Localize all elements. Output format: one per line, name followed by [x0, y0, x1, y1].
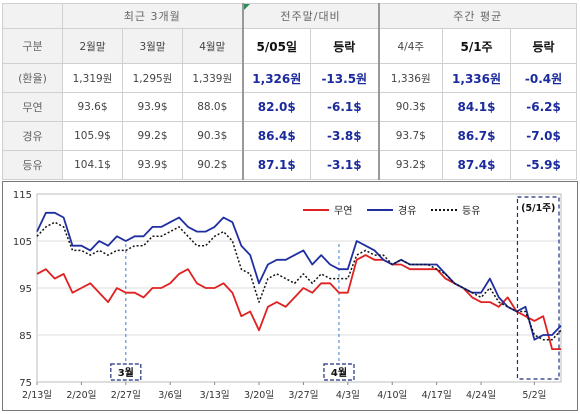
col-header-change: 등락	[310, 28, 380, 64]
table-cell: -5.9$	[510, 150, 578, 180]
table-cell: 82.0$	[241, 92, 312, 122]
table-cell: -13.5원	[310, 63, 380, 93]
price-trend-chart: 75 85 95 105 115 2/13일 2/20일 2/27일 3/6일 3/13일 3/20…	[2, 181, 578, 411]
header-weekly-avg: 주간 평균	[377, 3, 578, 29]
table-cell: 1,339원	[181, 63, 244, 93]
table-row: 등유 104.1$ 93.9$ 90.2$ 87.1$ -3.1$ 93.2$ …	[2, 150, 578, 180]
col-header-date: 5/05일	[241, 28, 312, 64]
table-cell: 86.4$	[241, 121, 312, 151]
table-cell: 105.9$	[62, 121, 123, 151]
table-cell: 1,326원	[241, 63, 312, 93]
y-tick-label: 75	[19, 378, 32, 389]
series-line-경유	[36, 211, 562, 341]
row-label: (환율)	[2, 63, 63, 93]
x-tick-label: 2/20일	[66, 390, 96, 401]
month-label-box	[323, 363, 355, 381]
table-cell: -6.1$	[310, 92, 380, 122]
x-tick-label: 3/27일	[288, 390, 318, 401]
row-label: 경유	[2, 121, 63, 151]
x-tick-label: 3/20일	[244, 390, 274, 401]
chart-svg: 75 85 95 105 115 2/13일 2/20일 2/27일 3/6일 3/13일 3/20…	[13, 190, 562, 401]
month-label: 4월	[331, 367, 347, 379]
x-tick-label: 2/13일	[22, 390, 52, 401]
x-tick-label: 4/10일	[377, 390, 407, 401]
table-cell: 84.1$	[442, 92, 512, 122]
col-header-mar: 3월말	[122, 28, 183, 64]
table-cell: 87.1$	[241, 150, 312, 180]
x-tick-label: 4/17일	[422, 390, 452, 401]
table-cell: 93.7$	[377, 121, 444, 151]
series-line-등유	[36, 221, 562, 341]
col-header-prev-week: 4/4주	[377, 28, 444, 64]
col-header-this-week: 5/1주	[442, 28, 512, 64]
table-cell: 90.3$	[181, 121, 244, 151]
col-header-apr: 4월말	[181, 28, 244, 64]
row-label: 등유	[2, 150, 63, 180]
table-cell: -7.0$	[510, 121, 578, 151]
table-cell: 93.9$	[122, 150, 183, 180]
x-tick-label: 5/2일	[522, 390, 546, 401]
row-label: 무연	[2, 92, 63, 122]
table-row: (환율) 1,319원 1,295원 1,339원 1,326원 -13.5원 …	[2, 63, 578, 93]
y-tick-label: 85	[19, 331, 32, 342]
table-cell: 93.2$	[377, 150, 444, 180]
header-week-compare: 전주말/대비	[241, 3, 380, 29]
col-header-category: 구분	[2, 28, 63, 64]
table-cell: 87.4$	[442, 150, 512, 180]
legend-label: 무연	[334, 205, 352, 217]
table-cell: -3.1$	[310, 150, 380, 180]
x-tick-label: 3/13일	[200, 390, 230, 401]
table-cell: 104.1$	[62, 150, 123, 180]
table-cell: 93.6$	[62, 92, 123, 122]
header-blank	[2, 3, 63, 29]
month-label: 3월	[118, 367, 134, 379]
table-cell: 90.2$	[181, 150, 244, 180]
table-row: 경유 105.9$ 99.2$ 90.3$ 86.4$ -3.8$ 93.7$ …	[2, 121, 578, 151]
x-tick-label: 2/27일	[111, 390, 141, 401]
header-recent-3months: 최근 3개월	[61, 3, 244, 29]
table-cell: 1,319원	[62, 63, 123, 93]
series-line-무연	[36, 254, 561, 351]
col-header-week-change: 등락	[510, 28, 578, 64]
table-cell: 1,295원	[122, 63, 183, 93]
y-tick-label: 105	[13, 237, 32, 248]
legend-label: 경유	[398, 204, 416, 217]
table-cell: -6.2$	[510, 92, 578, 122]
table-cell: -0.4원	[510, 63, 578, 93]
table-row: 무연 93.6$ 93.9$ 88.0$ 82.0$ -6.1$ 90.3$ 8…	[2, 92, 578, 122]
y-tick-label: 115	[13, 190, 32, 201]
x-tick-label: 4/24일	[466, 390, 496, 401]
table-cell: 1,336원	[377, 63, 444, 93]
month-label-box	[110, 363, 142, 381]
table-cell: 99.2$	[122, 121, 183, 151]
table-cell: 88.0$	[181, 92, 244, 122]
table-cell: 1,336원	[442, 63, 512, 93]
x-tick-label: 4/3일	[336, 390, 360, 401]
table-cell: -3.8$	[310, 121, 380, 151]
table-cell: 93.9$	[122, 92, 183, 122]
week-highlight-label: (5/1주)	[521, 203, 555, 214]
table-cell: 90.3$	[377, 92, 444, 122]
col-header-feb: 2월말	[62, 28, 123, 64]
y-tick-label: 95	[19, 284, 32, 295]
table-cell: 86.7$	[442, 121, 512, 151]
x-tick-label: 3/6일	[158, 390, 182, 401]
price-summary-table: 최근 3개월 전주말/대비 주간 평균 구분 2월말 3월말 4월말 5/05일…	[2, 3, 578, 180]
legend-label: 등유	[462, 205, 480, 217]
